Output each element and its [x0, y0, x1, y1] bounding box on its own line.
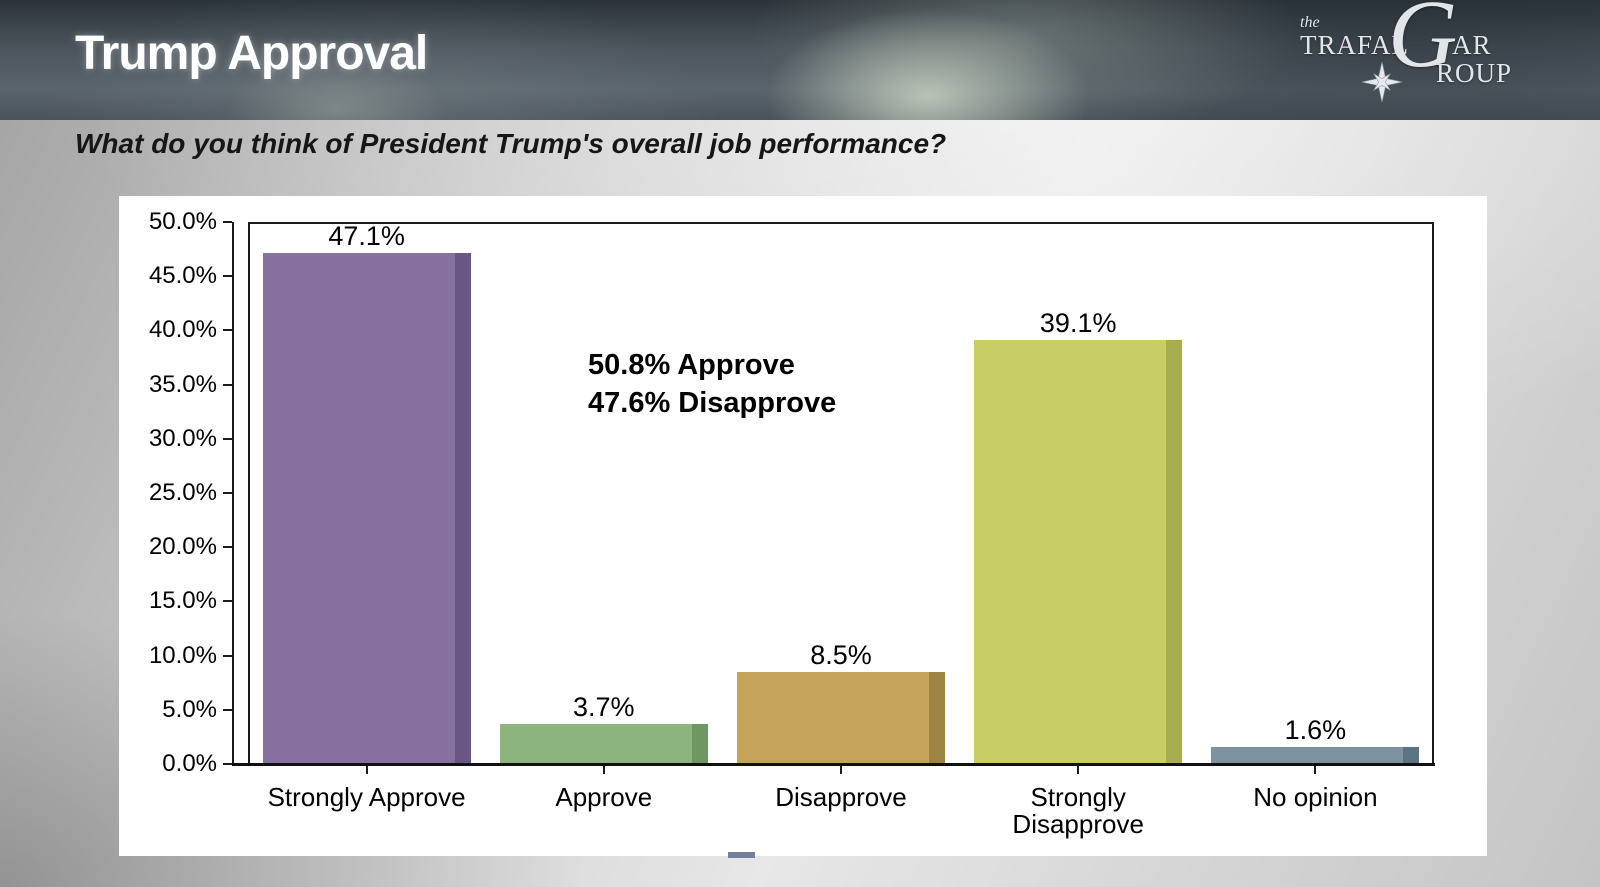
x-axis-tick-mark: [1077, 766, 1080, 774]
bar-value-label: 3.7%: [573, 691, 635, 722]
logo-word-roup: ROUP: [1436, 58, 1513, 88]
bar-3d-side: [1403, 746, 1420, 764]
header-banner: Trump Approval the TRAFAL G AR ROUP: [0, 0, 1600, 120]
logo-word-trafal: TRAFAL: [1300, 30, 1410, 60]
slide-footer-dash: [728, 852, 755, 858]
y-axis-tick-mark: [223, 654, 232, 657]
bar: [262, 253, 455, 764]
logo-word-ar: AR: [1452, 30, 1492, 60]
chart-panel: 50.8% Approve 47.6% Disapprove 50.0% 45.0…: [119, 196, 1487, 856]
category-label-line: Disapprove: [1012, 809, 1144, 839]
category-label-line: Approve: [555, 782, 653, 812]
x-axis-category-label: Disapprove: [722, 784, 959, 811]
bar-3d-side: [454, 253, 471, 764]
x-axis-tick-mark: [602, 766, 605, 774]
logo-word-the: the: [1300, 14, 1320, 31]
bar-3d-side: [691, 723, 708, 764]
bar: [737, 671, 929, 764]
y-axis-tick-label: 5.0%: [162, 695, 217, 723]
y-axis-tick-label: 15.0%: [148, 587, 217, 615]
y-axis-line: [232, 222, 234, 766]
y-axis-tick-label: 40.0%: [148, 316, 217, 344]
bar-3d-side: [1166, 340, 1183, 764]
annotation-approve-total: 50.8% Approve: [588, 349, 795, 381]
bar: [499, 723, 692, 764]
y-axis-tick-label: 50.0%: [148, 208, 217, 235]
trafalgar-group-logo: the TRAFAL G AR ROUP: [1270, 0, 1560, 116]
bar-3d-side: [929, 671, 945, 764]
y-axis-tick-label: 10.0%: [148, 641, 217, 669]
y-axis-tick-label: 45.0%: [148, 262, 217, 290]
y-axis-tick-mark: [223, 600, 232, 603]
y-axis-tick-label: 35.0%: [148, 370, 217, 398]
chart-annotation: 50.8% Approve 47.6% Disapprove: [588, 346, 836, 422]
bar: [1211, 746, 1404, 764]
y-axis-tick-label: 30.0%: [148, 424, 217, 452]
annotation-disapprove-total: 47.6% Disapprove: [588, 387, 837, 419]
y-axis-tick-label: 0.0%: [162, 750, 217, 777]
y-axis-tick-mark: [223, 275, 232, 278]
logo-letter-g: G: [1388, 0, 1458, 87]
y-axis-tick-mark: [223, 492, 232, 494]
y-axis-tick-label: 20.0%: [148, 533, 217, 561]
y-axis-tick-mark: [223, 437, 232, 440]
x-axis-tick-mark: [365, 766, 368, 774]
bar: [974, 340, 1167, 764]
y-axis-tick-mark: [223, 546, 232, 549]
x-axis-category-label: No opinion: [1197, 784, 1434, 811]
bar-chart: 50.8% Approve 47.6% Disapprove 50.0% 45.0…: [119, 196, 1487, 856]
y-axis-tick-mark: [223, 329, 232, 332]
y-axis-tick-mark: [223, 221, 232, 223]
y-axis-tick-mark: [223, 763, 232, 765]
page-title: Trump Approval: [75, 27, 428, 80]
x-axis-tick-mark: [1314, 766, 1317, 774]
x-axis-category-label: Approve: [485, 784, 722, 811]
category-label-line: Strongly: [1030, 782, 1126, 812]
y-axis-tick-label: 25.0%: [148, 479, 217, 506]
y-axis-tick-mark: [223, 708, 232, 711]
x-axis-category-label: Strongly Disapprove: [960, 784, 1197, 838]
category-label-line: Disapprove: [775, 782, 907, 812]
compass-star-icon: [1361, 61, 1403, 103]
bar-value-label: 8.5%: [810, 639, 872, 670]
survey-question: What do you think of President Trump's o…: [75, 128, 947, 159]
x-axis-baseline: [232, 763, 1435, 766]
x-axis-category-label: Strongly Approve: [248, 784, 485, 811]
x-axis-tick-mark: [840, 766, 842, 774]
bar-value-label: 1.6%: [1284, 714, 1347, 745]
category-label-line: Strongly Approve: [267, 782, 466, 812]
bar-value-label: 39.1%: [1039, 308, 1117, 339]
y-axis-tick-mark: [223, 383, 232, 386]
category-label-line: No opinion: [1253, 782, 1378, 812]
bar-value-label: 47.1%: [328, 221, 405, 252]
